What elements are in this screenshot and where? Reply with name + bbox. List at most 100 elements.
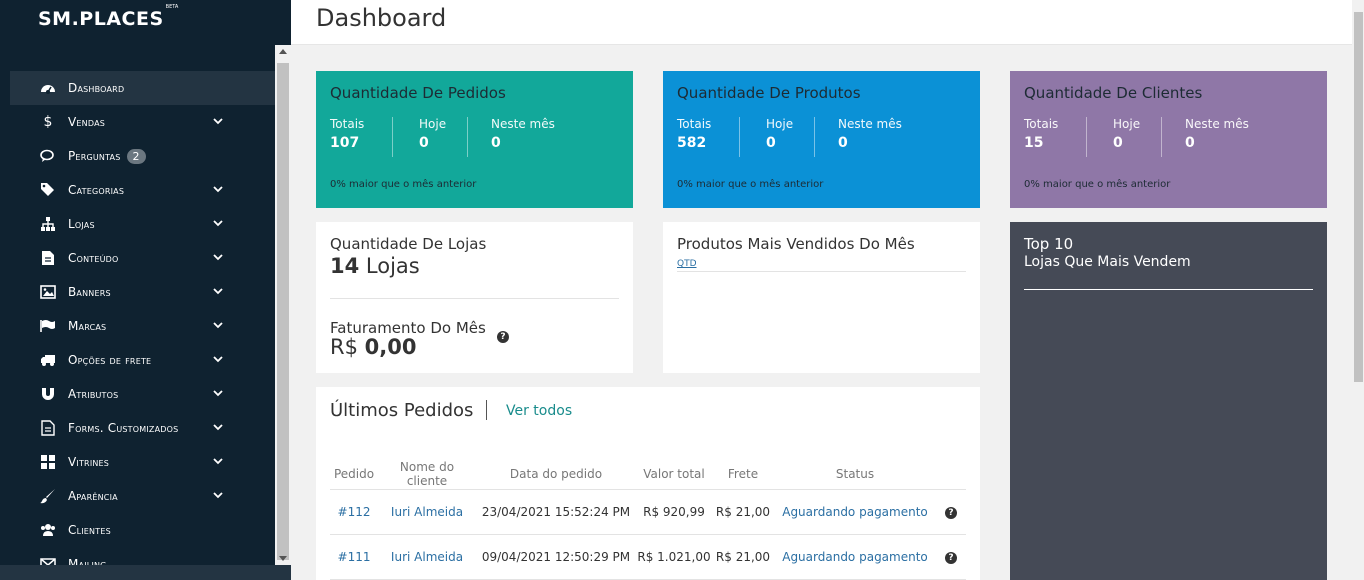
stat-col-totais: Totais 107 (330, 117, 392, 157)
logo-text: SM.PLACES (38, 8, 164, 30)
sidebar-item-marcas[interactable]: Marcas (10, 309, 275, 343)
faturamento-title: Faturamento Do Mês (330, 319, 486, 337)
top10-subtitle: Lojas Que Mais Vendem (1024, 254, 1191, 270)
logo-badge: BETA (165, 3, 179, 10)
stat-divider (739, 117, 740, 157)
order-status-link[interactable]: Aguardando pagamento (774, 489, 936, 535)
sidebar-item-label: Conteúdo (68, 251, 119, 265)
chevron-down-icon (213, 424, 223, 431)
form-icon (40, 420, 56, 436)
stat-divider (814, 117, 815, 157)
app-logo[interactable]: SM.PLACESBETA (38, 4, 178, 30)
ver-todos-link[interactable]: Ver todos (506, 403, 573, 419)
sidebar-item-banners[interactable]: Banners (10, 275, 275, 309)
stat-label: Hoje (766, 117, 794, 131)
stat-label: Neste mês (491, 117, 555, 131)
top10-card: Top 10 Lojas Que Mais Vendem (1010, 222, 1327, 580)
column-header: Data do pedido (476, 459, 636, 490)
sidebar-item-label: Banners (68, 285, 111, 299)
file-icon (40, 250, 56, 266)
sidebar-item-categorias[interactable]: Categorias (10, 173, 275, 207)
scroll-up-icon[interactable] (279, 49, 287, 54)
chevron-down-icon (213, 458, 223, 465)
sidebar: SM.PLACESBETA Dashboard $ Vendas Pergunt… (0, 0, 291, 580)
order-frete: R$ 21,00 (712, 534, 774, 580)
orders-table: Pedido Nome do cliente Data do pedido Va… (330, 459, 966, 580)
stat-col-mes: Neste mês 0 (1162, 117, 1249, 157)
order-total: R$ 1.021,00 (636, 534, 712, 580)
sidebar-item-dashboard[interactable]: Dashboard (10, 71, 275, 105)
stat-card-produtos: Quantidade De Produtos Totais 582 Hoje 0 N… (663, 71, 980, 208)
chevron-down-icon (213, 118, 223, 125)
stat-value: 0 (838, 135, 848, 151)
help-icon[interactable]: ? (945, 552, 957, 564)
column-header: Pedido (330, 459, 378, 490)
sidebar-item-clientes[interactable]: Clientes (10, 513, 275, 547)
chevron-down-icon (213, 288, 223, 295)
stat-value: 582 (677, 135, 707, 151)
client-name-link[interactable]: Iuri Almeida (378, 489, 476, 535)
scrollbar-thumb[interactable] (277, 63, 289, 560)
order-frete: R$ 21,00 (712, 489, 774, 535)
sidebar-item-label: Aparência (68, 489, 118, 503)
stat-col-mes: Neste mês 0 (815, 117, 902, 157)
order-status-link[interactable]: Aguardando pagamento (774, 534, 936, 580)
image-icon (40, 284, 56, 300)
chevron-down-icon (213, 492, 223, 499)
help-icon[interactable]: ? (945, 507, 957, 519)
stat-note: 0% maior que o mês anterior (1024, 179, 1171, 190)
help-icon[interactable]: ? (497, 331, 509, 343)
produtos-vendidos-card: Produtos Mais Vendidos Do Mês QTD (663, 222, 980, 373)
column-header (936, 459, 966, 490)
chevron-down-icon (213, 220, 223, 227)
produtos-vendidos-title: Produtos Mais Vendidos Do Mês (677, 235, 915, 253)
table-row[interactable]: #111 Iuri Almeida 09/04/2021 12:50:29 PM… (330, 534, 966, 580)
column-header: Nome do cliente (378, 459, 476, 490)
orders-card: Últimos Pedidos Ver todos Pedido Nome do… (316, 387, 980, 580)
order-id-link[interactable]: #111 (330, 534, 378, 580)
table-row[interactable]: #112 Iuri Almeida 23/04/2021 15:52:24 PM… (330, 489, 966, 535)
title-separator (486, 400, 487, 420)
status-help-cell: ? (936, 534, 966, 580)
stat-label: Totais (677, 117, 712, 131)
page-header: Dashboard (291, 0, 1352, 45)
stat-col-hoje: Hoje 0 (740, 117, 814, 157)
lojas-unit: Lojas (365, 254, 420, 278)
faturamento-amount: 0,00 (364, 335, 417, 359)
sidebar-item-forms-customizados[interactable]: Forms. Customizados (10, 411, 275, 445)
top10-title: Top 10 (1024, 235, 1074, 253)
sidebar-item-label: Opções de frete (68, 353, 152, 367)
sidebar-item-vendas[interactable]: $ Vendas (10, 105, 275, 139)
order-id-link[interactable]: #112 (330, 489, 378, 535)
sidebar-item-opcoes-frete[interactable]: Opções de frete (10, 343, 275, 377)
scrollbar-thumb[interactable] (1354, 12, 1363, 382)
notification-badge: 2 (126, 148, 146, 164)
main-scrollbar[interactable] (1352, 0, 1364, 580)
sidebar-item-atributos[interactable]: Atributos (10, 377, 275, 411)
sidebar-item-conteudo[interactable]: Conteúdo (10, 241, 275, 275)
stat-value: 0 (1113, 135, 1123, 151)
stat-value: 0 (1185, 135, 1195, 151)
tags-icon (40, 182, 56, 198)
sidebar-item-label: Dashboard (68, 81, 125, 95)
sidebar-item-vitrines[interactable]: Vitrines (10, 445, 275, 479)
sitemap-icon (40, 216, 56, 232)
sidebar-item-label: Atributos (68, 387, 119, 401)
qtd-column-header[interactable]: QTD (677, 259, 697, 269)
sidebar-item-aparencia[interactable]: Aparência (10, 479, 275, 513)
sidebar-item-lojas[interactable]: Lojas (10, 207, 275, 241)
status-help-cell: ? (936, 489, 966, 535)
stat-card-title: Quantidade De Produtos (677, 84, 861, 102)
sidebar-scrollbar[interactable] (275, 45, 291, 565)
stat-label: Hoje (1113, 117, 1141, 131)
faturamento-value: R$ 0,00 (330, 335, 416, 359)
stat-divider (392, 117, 393, 157)
sidebar-menu: Dashboard $ Vendas Perguntas 2 Categoria… (10, 71, 275, 580)
stat-columns: Totais 15 Hoje 0 Neste mês 0 (1024, 117, 1249, 157)
sidebar-item-perguntas[interactable]: Perguntas 2 (10, 139, 275, 173)
scroll-down-icon[interactable] (279, 556, 287, 561)
divider (330, 298, 619, 299)
sidebar-footer (0, 565, 291, 580)
client-name-link[interactable]: Iuri Almeida (378, 534, 476, 580)
stat-note: 0% maior que o mês anterior (677, 179, 824, 190)
